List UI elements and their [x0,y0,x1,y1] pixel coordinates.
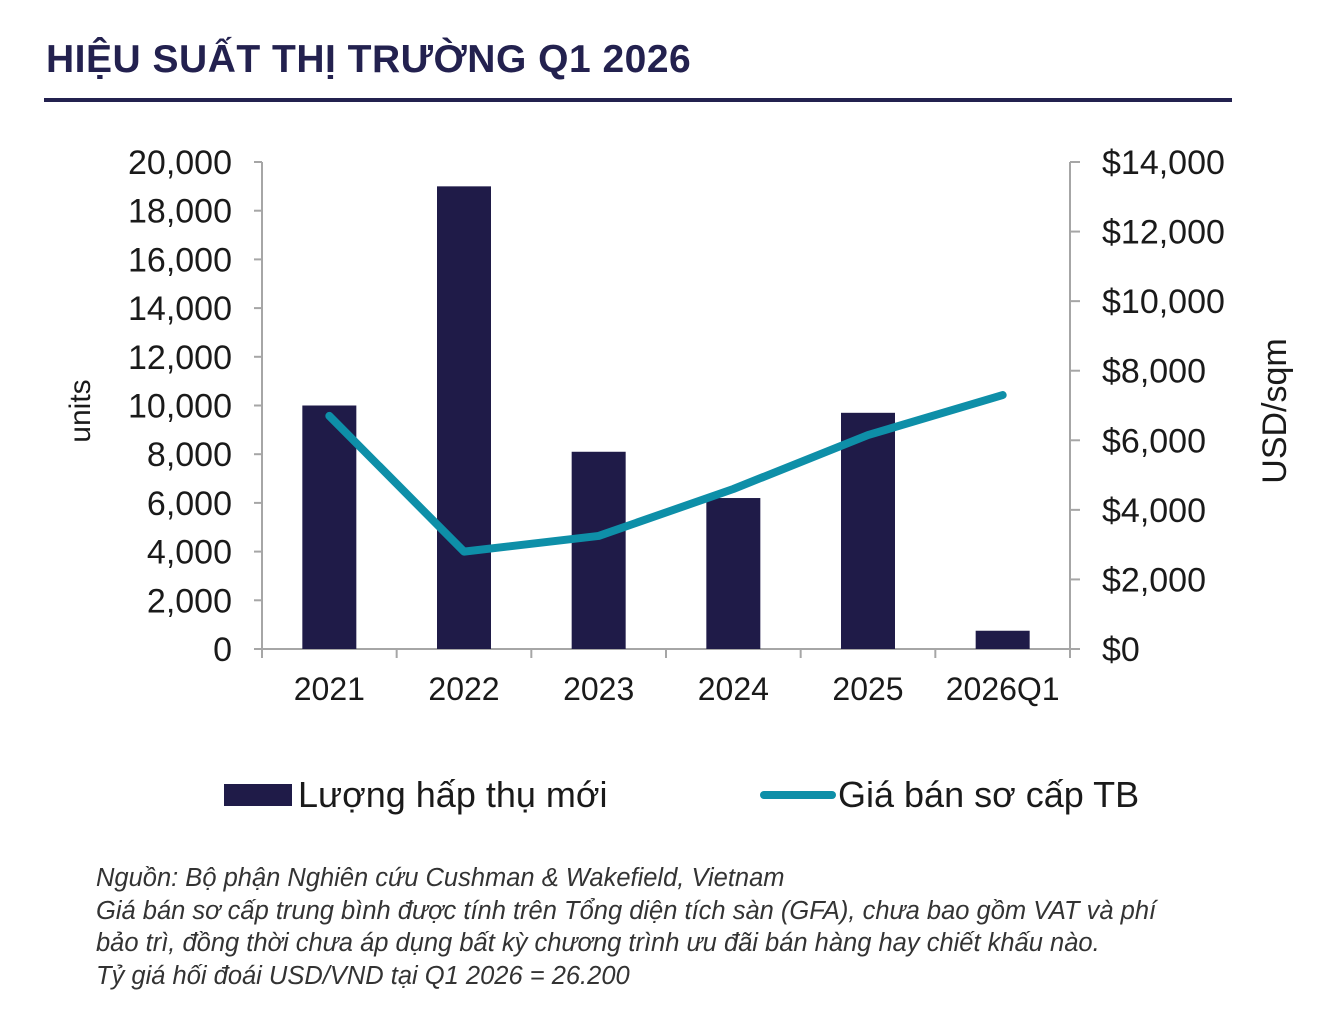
right-tick-label: $8,000 [1102,353,1206,391]
title-divider [44,98,1232,102]
note-line: bảo trì, đồng thời chưa áp dụng bất kỳ c… [96,929,1100,957]
left-tick-label: 12,000 [128,339,232,377]
right-tick-label: $12,000 [1102,214,1225,252]
left-tick-label: 10,000 [128,388,232,426]
x-tick-label: 2022 [428,671,499,707]
right-tick-label: $0 [1102,631,1140,669]
left-axis-title: units [64,379,97,442]
price-line [325,391,1007,556]
legend-bar-label: Lượng hấp thụ mới [298,774,608,815]
left-tick-label: 20,000 [128,144,232,182]
x-tick-label: 2021 [294,671,365,707]
x-tick-label: 2026Q1 [946,671,1060,707]
source-notes: Nguồn: Bộ phận Nghiên cứu Cushman & Wake… [96,862,1296,992]
note-line: Nguồn: Bộ phận Nghiên cứu Cushman & Wake… [96,864,785,892]
legend-bar-swatch [224,784,292,806]
left-tick-label: 14,000 [128,290,232,328]
right-tick-label: $2,000 [1102,561,1206,599]
bar [437,186,491,649]
right-tick-label: $14,000 [1102,144,1225,182]
bar [841,412,895,649]
legend-item-line: Giá bán sơ cấp TB [760,770,1139,820]
x-tick-label: 2024 [698,671,769,707]
right-axis-title: USD/sqm [1256,338,1294,483]
combo-chart: 0 2,000 4,000 6,000 8,000 10,000 12,000 14,000 1… [64,144,1294,707]
left-tick-label: 2,000 [147,582,232,620]
legend-item-bars: Lượng hấp thụ mới [224,770,607,820]
bar [706,498,761,649]
left-tick-label: 8,000 [147,436,232,474]
page-title: HIỆU SUẤT THỊ TRƯỜNG Q1 2026 [46,38,692,81]
bar [975,630,1030,649]
right-tick-label: $10,000 [1102,283,1225,321]
note-line: Tỷ giá hối đoái USD/VND tại Q1 2026 = 26… [96,961,630,990]
legend-line-swatch [760,791,836,799]
left-tick-label: 16,000 [128,241,232,279]
left-tick-label: 18,000 [128,193,232,231]
bar [302,405,357,649]
left-tick-label: 6,000 [147,485,232,523]
x-tick-label: 2025 [832,671,903,707]
legend-line-label: Giá bán sơ cấp TB [838,774,1140,815]
x-tick-label: 2023 [563,671,634,707]
note-line: Giá bán sơ cấp trung bình được tính trên… [96,896,1157,925]
left-tick-label: 0 [213,631,232,669]
right-tick-label: $6,000 [1102,422,1206,460]
bar [571,451,626,649]
right-tick-label: $4,000 [1102,492,1206,530]
left-tick-label: 4,000 [147,534,232,572]
